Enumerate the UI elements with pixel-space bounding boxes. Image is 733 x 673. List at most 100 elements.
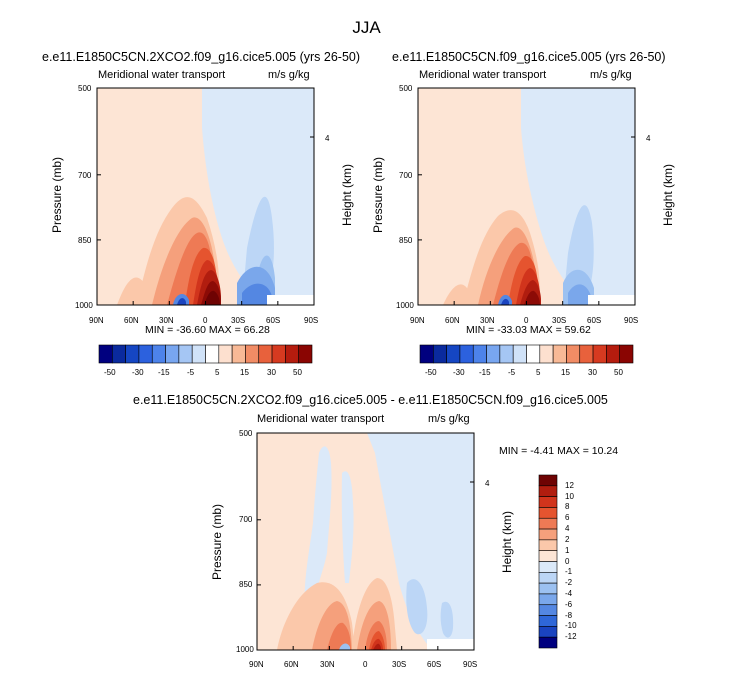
panel2-colorbar-swatch-10	[552, 344, 567, 364]
panel1-cb-label-3: -5	[187, 368, 195, 377]
panel1-colorbar-swatch-10	[231, 344, 246, 364]
panel1-cb-label-6: 30	[267, 368, 276, 377]
panel2-cb-label-0: -50	[425, 368, 437, 377]
panel2-masked-region	[588, 295, 635, 305]
panel3-units-label: m/s g/kg	[428, 413, 470, 425]
panel2-xtick-30S: 30S	[552, 316, 567, 325]
panel1-colorbar-swatch-2	[125, 344, 140, 364]
figure-title: JJA	[352, 18, 381, 37]
panel3-colorbar-swatch-5	[538, 528, 558, 541]
panel2-colorbar	[419, 344, 634, 364]
panel1-colorbar-swatch-12	[258, 344, 273, 364]
panel2-colorbar-swatch-13	[592, 344, 607, 364]
panel3-colorbar-swatch-8	[538, 561, 558, 573]
panel1-units-label: m/s g/kg	[268, 69, 310, 81]
panel2-left-label: Meridional water transport	[419, 69, 547, 81]
panel3-cb-label-5: 2	[565, 534, 570, 544]
panel3-colorbar-swatch-12	[538, 604, 558, 616]
panel1-ylabel: Pressure (mb)	[50, 157, 64, 234]
panel1-colorbar-swatch-15	[298, 344, 313, 364]
panel3-colorbar-swatch-4	[538, 517, 558, 530]
panel1-colorbar-swatch-9	[218, 344, 233, 364]
panel1-ytick-700: 700	[78, 171, 92, 180]
panel3-colorbar-swatch-14	[538, 626, 558, 638]
panel2-ylabel-right: Height (km)	[661, 164, 675, 227]
panel3-colorbar-swatch-9	[538, 572, 558, 584]
panel1-colorbar-swatch-1	[112, 344, 126, 364]
panel2-colorbar-swatch-5	[486, 344, 501, 364]
panel2-colorbar-swatch-9	[539, 344, 554, 364]
panel1-xtick-0: 0	[203, 316, 208, 325]
panel1-ylabel-right: Height (km)	[340, 164, 354, 227]
panel2-title: e.e11.E1850C5CN.f09_g16.cice5.005 (yrs 2…	[392, 50, 666, 64]
panel3-cb-label-9: -2	[565, 578, 573, 588]
panel2-cb-label-3: -5	[508, 368, 516, 377]
panel3-ytick-850: 850	[239, 580, 253, 589]
panel2-cb-label-7: 50	[614, 368, 623, 377]
panel3-cb-label-10: -4	[565, 588, 573, 598]
panel3-colorbar-swatch-7	[538, 550, 558, 562]
panel2-ytick-850: 850	[399, 236, 413, 245]
panel2-cb-label-5: 15	[561, 368, 570, 377]
panel3-xtick-60S: 60S	[427, 660, 442, 669]
panel1-colorbar-swatch-3	[138, 344, 153, 364]
panel1-title: e.e11.E1850C5CN.2XCO2.f09_g16.cice5.005 …	[42, 50, 361, 64]
panel3-cb-label-4: 4	[565, 524, 570, 534]
panel3-cb-label-13: -10	[565, 621, 577, 631]
panel3-negative-region	[367, 433, 474, 650]
panel1-xtick-90S: 90S	[304, 316, 319, 325]
panel3-cb-label-0: 12	[565, 480, 574, 490]
panel3-colorbar-swatch-10	[538, 582, 558, 595]
panel1-colorbar-swatch-8	[205, 344, 220, 364]
panel3-plot	[256, 432, 475, 651]
panel3-cb-label-6: 1	[565, 545, 570, 555]
panel3-xtick-30N: 30N	[320, 660, 335, 669]
panel3-ytick-1000: 1000	[236, 645, 254, 654]
panel2-colorbar-swatch-2	[446, 344, 461, 364]
panel3-colorbar-swatch-11	[538, 593, 558, 606]
panel2-xtick-90N: 90N	[410, 316, 425, 325]
panel3-cb-label-2: 8	[565, 502, 570, 512]
panel2-xtick-0: 0	[524, 316, 529, 325]
panel1-cb-label-1: -30	[132, 368, 144, 377]
panel2-cb-label-2: -15	[479, 368, 491, 377]
panel1-cb-label-5: 15	[240, 368, 249, 377]
panel1-colorbar-swatch-14	[285, 344, 299, 364]
panel1-colorbar-swatch-4	[151, 344, 166, 364]
panel1-cb-label-0: -50	[104, 368, 116, 377]
panel1-colorbar-swatch-13	[271, 344, 286, 364]
panel2-plot	[417, 87, 636, 306]
panel1-cb-label-4: 5	[215, 368, 220, 377]
panel1-ytick-850: 850	[78, 236, 92, 245]
panel2-ytick-1000: 1000	[396, 301, 414, 310]
panel2-cb-label-4: 5	[536, 368, 541, 377]
panel1-colorbar-swatch-0	[98, 344, 113, 364]
panel1-xtick-90N: 90N	[89, 316, 104, 325]
panel1-xtick-30N: 30N	[159, 316, 174, 325]
panel3-colorbar-swatch-1	[538, 485, 558, 497]
panel3-xtick-0: 0	[363, 660, 368, 669]
panel1-cb-label-2: -15	[158, 368, 170, 377]
panel1-ytick-1000: 1000	[75, 301, 93, 310]
panel3-ylabel: Pressure (mb)	[210, 504, 224, 581]
panel3-cb-label-1: 10	[565, 491, 574, 501]
panel3-cb-label-8: -1	[565, 567, 573, 577]
panel2-xtick-60N: 60N	[445, 316, 460, 325]
panel2-colorbar-swatch-15	[619, 344, 634, 364]
panel2-ytick-700: 700	[399, 171, 413, 180]
panel3-rtick-4: 4	[485, 479, 490, 488]
panel2-xtick-90S: 90S	[624, 316, 639, 325]
panel2-stats: MIN = -33.03 MAX = 59.62	[466, 324, 591, 336]
panel1-plot	[96, 87, 315, 306]
panel2-ytick-500: 500	[399, 84, 413, 93]
panel1-stats: MIN = -36.60 MAX = 66.28	[145, 324, 270, 336]
panel1-left-label: Meridional water transport	[98, 69, 226, 81]
panel3-masked-region	[427, 639, 474, 650]
panel2-xtick-30N: 30N	[480, 316, 495, 325]
panel3-ylabel-right: Height (km)	[500, 511, 514, 574]
panel2-cb-label-1: -30	[453, 368, 465, 377]
panel2-units-label: m/s g/kg	[590, 69, 632, 81]
panel1-colorbar-swatch-11	[245, 344, 260, 364]
panel1-cb-label-7: 50	[293, 368, 302, 377]
panel2-xtick-60S: 60S	[587, 316, 602, 325]
